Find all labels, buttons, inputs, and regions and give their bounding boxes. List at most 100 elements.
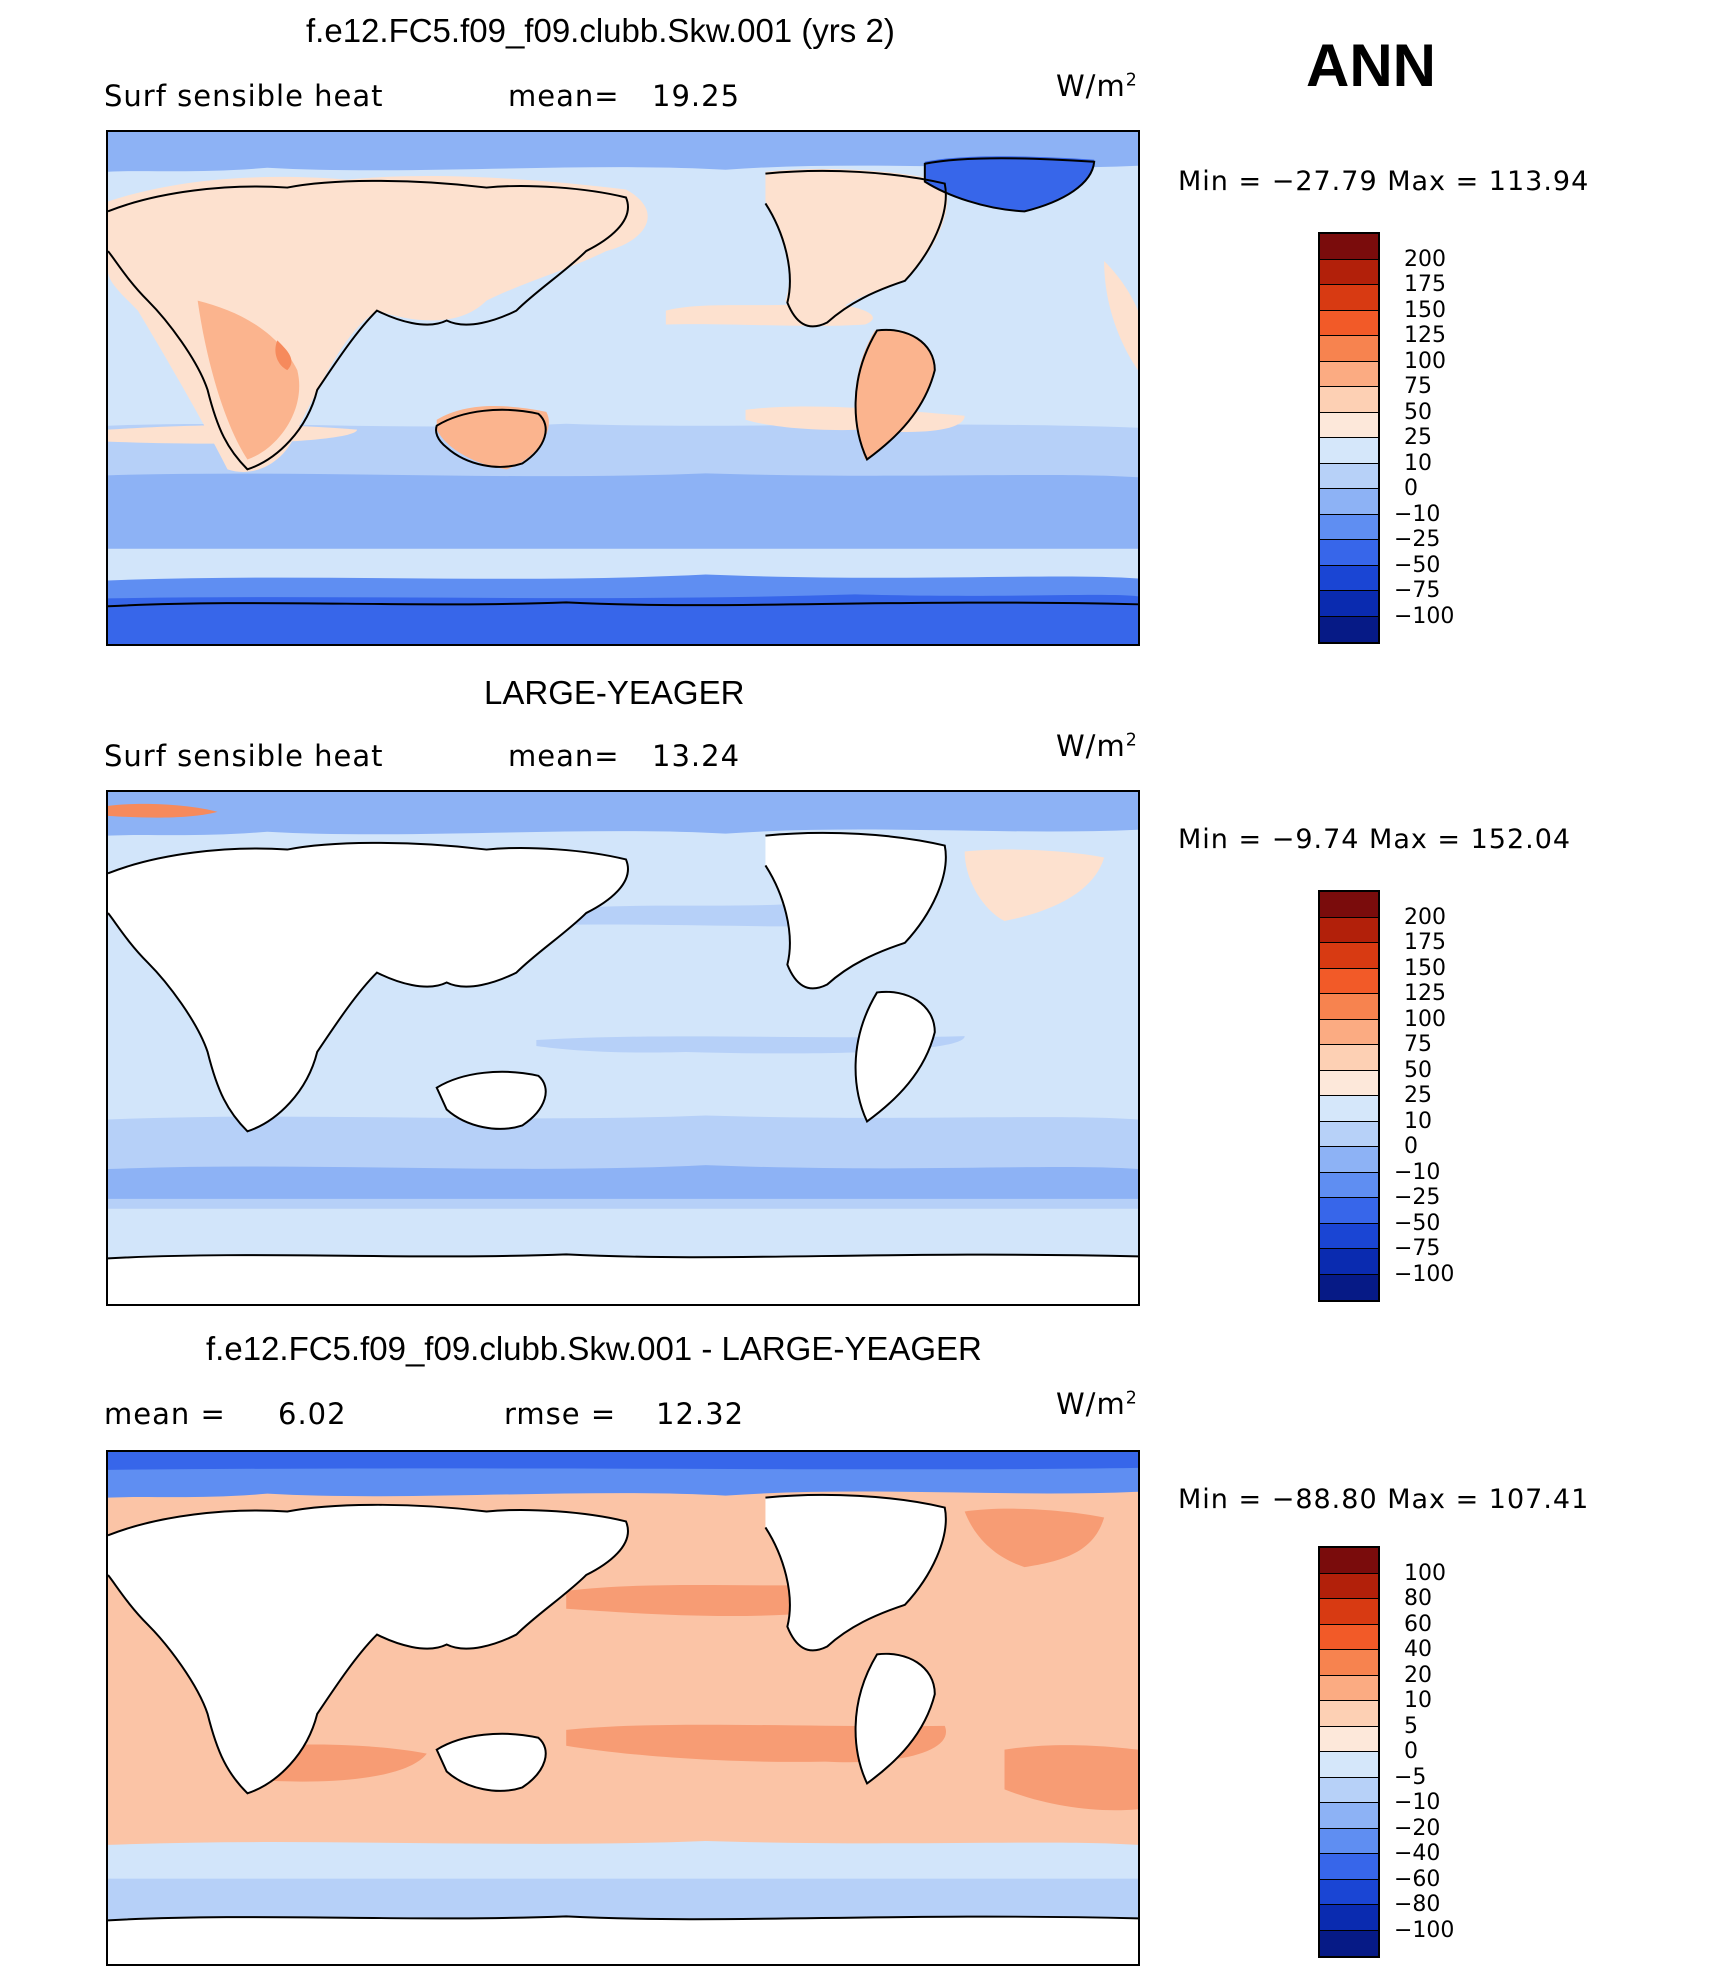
australia-land	[436, 1733, 546, 1791]
panel-2-units: W/m2	[1056, 729, 1138, 763]
north-america-coastline	[764, 1493, 947, 1652]
colorbar-tick-label: −40	[1394, 1841, 1441, 1866]
colorbar-tick-label: −25	[1394, 527, 1441, 552]
colorbar-tick-label: −50	[1394, 1210, 1441, 1236]
south-america-land	[855, 991, 935, 1122]
colorbar-tick-label: −10	[1394, 1159, 1441, 1185]
colorbar-cell	[1320, 1650, 1378, 1676]
colorbar-tick-label: 75	[1404, 374, 1432, 399]
panel-2-mean-value: 13.24	[652, 739, 741, 773]
colorbar-tick-label: 10	[1404, 450, 1432, 476]
south-pacific-hot-patch	[566, 1724, 947, 1763]
colorbar-tick-label: 100	[1404, 1560, 1446, 1586]
old-world-coastline	[108, 841, 629, 1133]
australia-coastline	[435, 1070, 547, 1130]
north-pacific-hot-patch	[566, 1584, 834, 1617]
australia-coastline	[435, 408, 547, 468]
panel-1-minmax: Min = −27.79 Max = 113.94	[1178, 166, 1590, 197]
colorbar-cell	[1320, 1624, 1378, 1650]
colorbar-tick-label: 25	[1404, 1083, 1432, 1108]
colorbar-cell	[1320, 1930, 1378, 1956]
colorbar-cell	[1320, 514, 1378, 540]
colorbar-tick-label: 0	[1404, 1134, 1418, 1159]
colorbar-cell	[1320, 1675, 1378, 1701]
panel-1-title: f.e12.FC5.f09_f09.clubb.Skw.001 (yrs 2)	[306, 12, 895, 49]
north-america-land	[765, 1494, 946, 1651]
colorbar-cell	[1320, 1198, 1378, 1224]
australia-land	[436, 1071, 546, 1129]
colorbar-cell	[1320, 943, 1378, 969]
colorbar-tick-label: −100	[1394, 603, 1455, 629]
colorbar-cell	[1320, 1223, 1378, 1249]
south-atlantic-hot-patch	[1004, 1745, 1138, 1811]
colorbar-cell	[1320, 361, 1378, 387]
south-america-land	[855, 1653, 935, 1784]
colorbar-cell	[1320, 489, 1378, 515]
west-africa-edge	[1104, 260, 1138, 371]
colorbar-cell	[1320, 1573, 1378, 1599]
panel-2-colorbar	[1318, 890, 1380, 1302]
colorbar-tick-label: −50	[1394, 552, 1441, 578]
colorbar-tick-label: 150	[1404, 955, 1446, 981]
colorbar-cell	[1320, 1147, 1378, 1173]
panel-1-colorbar	[1318, 232, 1380, 644]
panel-3-map-plot	[108, 1452, 1138, 1964]
colorbar-tick-label: 40	[1404, 1637, 1432, 1662]
old-world-land	[108, 842, 628, 1132]
colorbar-tick-label: 175	[1404, 272, 1446, 297]
gulf-stream-patch	[964, 849, 1105, 921]
panel-2-title: LARGE-YEAGER	[484, 674, 745, 711]
antarctica-coastline	[108, 1253, 1138, 1260]
panel-1-units: W/m2	[1056, 69, 1138, 103]
panel-3-units: W/m2	[1056, 1387, 1138, 1421]
old-world-land	[108, 1504, 628, 1794]
colorbar-tick-label: 10	[1404, 1108, 1432, 1134]
south-america-coastline	[854, 990, 936, 1123]
antarctica-coastline	[108, 601, 1138, 608]
panel-2-map-plot	[108, 792, 1138, 1304]
antarctica-land	[108, 1916, 1138, 1964]
old-world-coastline	[108, 179, 629, 471]
colorbar-tick-label: 50	[1404, 1057, 1432, 1083]
colorbar-tick-label: 5	[1404, 1713, 1418, 1739]
panel-3-rmse-value: 12.32	[656, 1397, 745, 1431]
colorbar-cell	[1320, 1879, 1378, 1905]
colorbar-cell	[1320, 1854, 1378, 1880]
panel-3-rmse-label: rmse =	[504, 1397, 617, 1431]
panel-3-title: f.e12.FC5.f09_f09.clubb.Skw.001 - LARGE-…	[206, 1330, 982, 1367]
colorbar-cell	[1320, 1905, 1378, 1931]
colorbar-tick-label: 150	[1404, 297, 1446, 323]
colorbar-tick-label: −60	[1394, 1866, 1441, 1892]
coastlines	[108, 1493, 1138, 1922]
colorbar-tick-label: −100	[1394, 1261, 1455, 1287]
panel-3-map	[106, 1450, 1140, 1966]
greenland-coastline	[923, 157, 1096, 213]
panel-2-mean-label: mean=	[508, 739, 620, 773]
colorbar-tick-label: 175	[1404, 930, 1446, 955]
panel-1-map-plot	[108, 132, 1138, 644]
southern-transition-band	[108, 1840, 1138, 1879]
colorbar-cell	[1320, 1803, 1378, 1829]
arctic-deep-band	[108, 1452, 1138, 1470]
colorbar-tick-label: 80	[1404, 1586, 1432, 1611]
arctic-band	[108, 792, 1138, 836]
colorbar-cell	[1320, 892, 1378, 918]
colorbar-cell	[1320, 463, 1378, 489]
colorbar-cell	[1320, 1045, 1378, 1071]
panel-2-minmax: Min = −9.74 Max = 152.04	[1178, 824, 1572, 855]
colorbar-tick-label: 200	[1404, 904, 1446, 930]
colorbar-tick-label: 25	[1404, 425, 1432, 450]
south-america-region	[855, 329, 935, 460]
colorbar-tick-label: 60	[1404, 1611, 1432, 1637]
north-america-region	[765, 168, 948, 325]
arctic-hot-spot	[108, 803, 218, 818]
panel-1-mean-value: 19.25	[652, 79, 741, 113]
panel-3-colorbar	[1318, 1546, 1380, 1958]
arctic-band	[108, 132, 1138, 172]
east-africa-hot-spot	[275, 340, 292, 371]
colorbar-tick-label: −5	[1394, 1764, 1427, 1790]
land-masks	[108, 1494, 1138, 1964]
colorbar-tick-label: 50	[1404, 399, 1432, 425]
colorbar-cell	[1320, 1752, 1378, 1778]
colorbar-cell	[1320, 285, 1378, 311]
